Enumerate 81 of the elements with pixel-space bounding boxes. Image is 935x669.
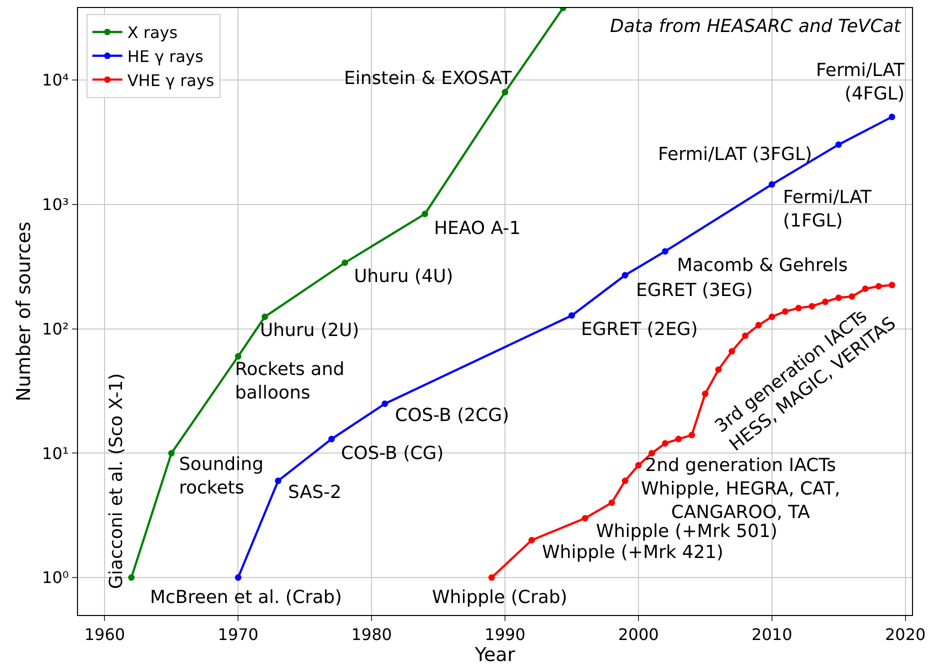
legend-label: HE γ rays bbox=[127, 47, 204, 66]
x-tick-label: 2000 bbox=[618, 625, 659, 644]
point bbox=[715, 366, 722, 373]
point bbox=[662, 248, 668, 255]
point bbox=[768, 314, 776, 320]
y-tick-label: 10² bbox=[42, 319, 69, 338]
point bbox=[808, 302, 816, 310]
x-tick-label: 1960 bbox=[84, 625, 126, 644]
point bbox=[608, 499, 616, 506]
point bbox=[662, 440, 668, 447]
annotation: Whipple (Crab) bbox=[432, 587, 568, 608]
annotation: Uhuru (2U) bbox=[260, 320, 360, 341]
annotation: COS-B (CG) bbox=[341, 443, 444, 464]
point bbox=[795, 304, 802, 312]
point bbox=[328, 436, 335, 442]
y-tick-label: 10⁴ bbox=[42, 70, 69, 90]
annotation: Fermi/LAT (4FGL) bbox=[816, 60, 906, 104]
annotation: Rockets and balloons bbox=[235, 359, 344, 404]
annotation: COS-B (2CG) bbox=[395, 405, 510, 426]
point bbox=[822, 298, 829, 306]
point bbox=[168, 450, 175, 456]
annotation: 2nd generation IACTs Whipple, HEGRA, CAT, CANGAROO, TA bbox=[641, 455, 840, 523]
annotation: Fermi/LAT (3FGL) bbox=[658, 144, 812, 165]
annotation: HEAO A-1 bbox=[434, 218, 521, 239]
point bbox=[888, 282, 896, 288]
x-tick-label: 1990 bbox=[484, 625, 526, 644]
point bbox=[234, 353, 242, 360]
annotation: Uhuru (4U) bbox=[354, 266, 454, 287]
point bbox=[848, 293, 856, 300]
y-tick-label: 10¹ bbox=[42, 444, 69, 463]
point bbox=[488, 574, 495, 581]
point bbox=[648, 450, 656, 456]
annotation: Macomb & Gehrels bbox=[677, 255, 848, 276]
point bbox=[342, 259, 348, 266]
point bbox=[274, 478, 282, 484]
legend-label: VHE γ rays bbox=[127, 70, 214, 90]
point bbox=[782, 308, 788, 315]
point bbox=[742, 332, 748, 339]
point bbox=[502, 88, 508, 96]
x-tick-label: 2010 bbox=[752, 625, 792, 644]
point bbox=[262, 314, 268, 320]
point bbox=[702, 390, 708, 398]
point bbox=[888, 114, 896, 120]
annotation: Whipple (+Mrk 501) bbox=[596, 521, 778, 542]
y-tick-label: 10⁰ bbox=[42, 568, 69, 588]
y-axis-title: Number of sources bbox=[12, 222, 35, 402]
point bbox=[582, 514, 588, 522]
point bbox=[755, 322, 762, 328]
point bbox=[862, 286, 869, 292]
annotation: SAS-2 bbox=[288, 482, 342, 503]
point bbox=[688, 432, 696, 438]
point bbox=[128, 574, 135, 581]
point bbox=[382, 400, 388, 407]
point bbox=[835, 294, 842, 301]
point bbox=[422, 210, 428, 218]
y-tick-label: 10³ bbox=[42, 195, 69, 214]
annotation: Whipple (+Mrk 421) bbox=[542, 542, 724, 563]
x-tick-label: 2020 bbox=[884, 625, 926, 644]
point bbox=[234, 574, 242, 581]
annotation: Fermi/LAT (1FGL) bbox=[783, 187, 872, 232]
legend-label: X rays bbox=[127, 23, 178, 42]
annotation: Einstein & EXOSAT bbox=[344, 68, 513, 89]
point bbox=[635, 462, 642, 468]
annotation: McBreen et al. (Crab) bbox=[150, 587, 342, 608]
annotation: Sounding rockets bbox=[179, 454, 264, 498]
annotation: Data from HEASARC and TeVCat bbox=[610, 16, 902, 37]
point bbox=[568, 312, 575, 319]
point bbox=[728, 348, 736, 355]
point bbox=[675, 436, 682, 442]
x-axis-title: Year bbox=[474, 644, 516, 666]
point bbox=[875, 283, 882, 290]
point bbox=[528, 536, 535, 544]
point bbox=[622, 478, 628, 484]
x-tick-label: 1980 bbox=[351, 625, 392, 644]
x-tick-label: 1970 bbox=[218, 625, 258, 644]
annotation: EGRET (3EG) bbox=[636, 280, 753, 301]
annotation: EGRET (2EG) bbox=[581, 319, 698, 340]
annotation: Giacconi et al. (Sco X-1) bbox=[106, 373, 127, 589]
point bbox=[835, 141, 842, 148]
point bbox=[622, 272, 628, 278]
point bbox=[768, 181, 776, 188]
